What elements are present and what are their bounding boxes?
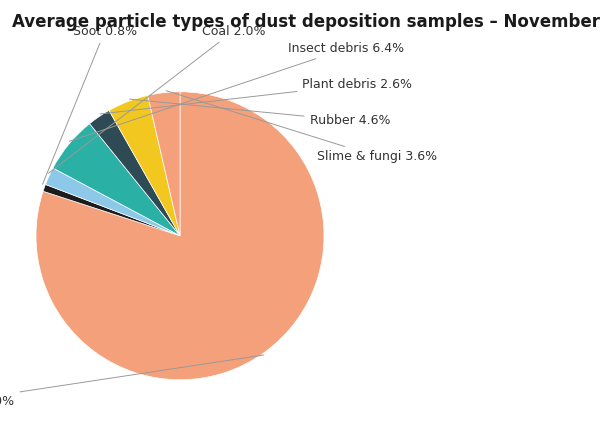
Wedge shape [46,168,180,236]
Text: Insect debris 6.4%: Insect debris 6.4% [70,42,404,141]
Wedge shape [53,124,180,236]
Text: Coal 2.0%: Coal 2.0% [49,25,265,173]
Text: Average particle types of dust deposition samples – November 2018: Average particle types of dust depositio… [12,13,600,31]
Text: Slime & fungi 3.6%: Slime & fungi 3.6% [166,91,437,163]
Text: Soil or rock 80.0%: Soil or rock 80.0% [0,355,263,408]
Text: Rubber 4.6%: Rubber 4.6% [130,99,390,127]
Wedge shape [89,110,180,236]
Wedge shape [43,184,180,236]
Text: Plant debris 2.6%: Plant debris 2.6% [100,78,412,114]
Text: Soot 0.8%: Soot 0.8% [43,25,137,184]
Wedge shape [36,92,324,380]
Wedge shape [109,96,180,236]
Wedge shape [148,92,180,236]
